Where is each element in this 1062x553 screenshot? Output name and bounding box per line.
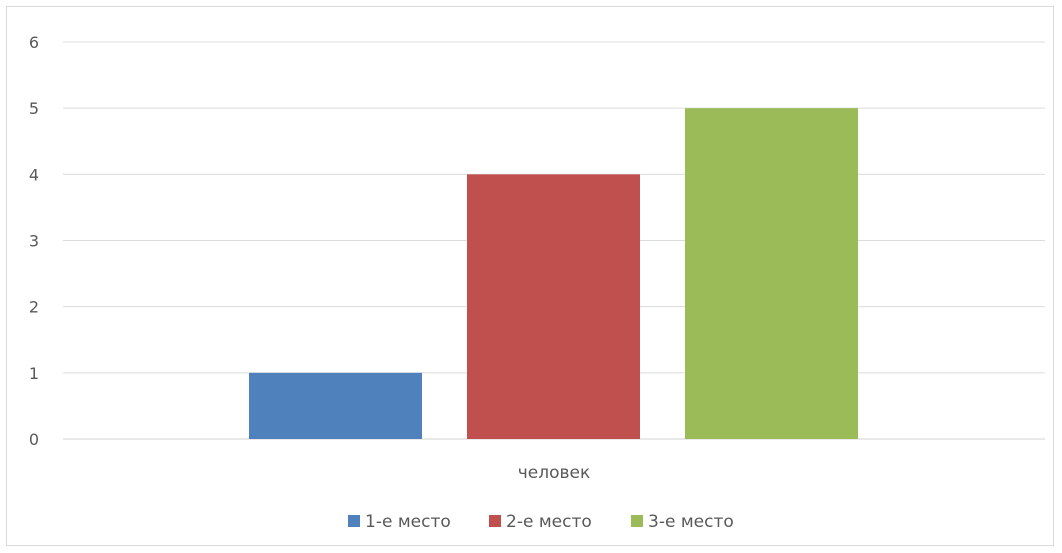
legend: 1-е место 2-е место 3-е место xyxy=(348,512,734,532)
legend-label: 3-е место xyxy=(648,512,734,532)
legend-item: 2-е место xyxy=(489,512,592,532)
legend-swatch xyxy=(489,515,501,527)
legend-label: 2-е место xyxy=(506,512,592,532)
legend-swatch xyxy=(631,515,643,527)
legend-label: 1-е место xyxy=(365,512,451,532)
y-axis-ticks: 0 1 2 3 4 5 6 xyxy=(29,33,39,449)
bar-1 xyxy=(249,372,422,439)
y-tick-label: 3 xyxy=(29,232,39,251)
y-tick-label: 5 xyxy=(29,99,39,118)
bar-2 xyxy=(467,174,640,440)
y-tick-label: 1 xyxy=(29,364,39,383)
x-category-label: человек xyxy=(518,463,591,483)
bars xyxy=(249,108,858,440)
legend-swatch xyxy=(348,515,360,527)
legend-item: 3-е место xyxy=(631,512,734,532)
y-tick-label: 0 xyxy=(29,430,39,449)
y-tick-label: 6 xyxy=(29,33,39,52)
y-tick-label: 4 xyxy=(29,165,39,184)
x-axis-categories: человек xyxy=(518,463,591,483)
legend-item: 1-е место xyxy=(348,512,451,532)
bar-3 xyxy=(685,108,858,440)
y-tick-label: 2 xyxy=(29,298,39,317)
